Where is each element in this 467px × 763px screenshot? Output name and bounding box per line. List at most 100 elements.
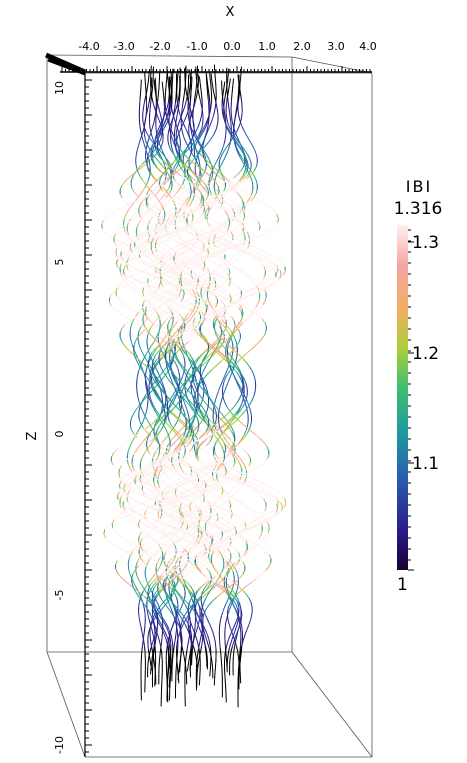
field-line-segment bbox=[182, 453, 186, 459]
field-line-segment bbox=[236, 382, 240, 388]
field-line-segment bbox=[228, 268, 231, 274]
field-line-segment bbox=[189, 592, 192, 598]
field-line-segment bbox=[224, 207, 230, 213]
field-line-segment bbox=[177, 288, 187, 294]
field-line-segment bbox=[220, 466, 227, 472]
field-line-segment bbox=[141, 187, 146, 193]
field-line-segment bbox=[255, 188, 258, 194]
field-line-segment bbox=[211, 340, 217, 346]
field-line-segment bbox=[126, 222, 129, 228]
field-line-segment bbox=[206, 532, 217, 538]
field-line-segment bbox=[162, 126, 166, 132]
field-line-segment bbox=[167, 79, 169, 85]
field-line-segment bbox=[238, 289, 249, 295]
field-line-segment bbox=[179, 327, 184, 333]
field-line-segment bbox=[195, 600, 199, 606]
field-line-segment bbox=[184, 462, 194, 468]
field-line-segment bbox=[186, 296, 192, 302]
field-line-segment bbox=[202, 203, 205, 209]
field-line-segment bbox=[209, 525, 215, 531]
field-line-segment bbox=[191, 417, 195, 423]
field-line-segment bbox=[208, 272, 214, 278]
field-line-segment bbox=[238, 154, 242, 160]
field-line-segment bbox=[170, 457, 180, 463]
field-line-segment bbox=[198, 468, 208, 474]
field-line-segment bbox=[235, 548, 240, 554]
field-line-segment bbox=[179, 335, 187, 341]
field-line-segment bbox=[200, 211, 205, 217]
field-line-segment bbox=[183, 489, 192, 495]
field-line-segment bbox=[177, 536, 184, 542]
field-line-segment bbox=[152, 581, 157, 587]
field-line-segment bbox=[233, 432, 236, 438]
field-line-segment bbox=[175, 354, 179, 360]
field-line-segment bbox=[157, 483, 161, 489]
field-line-segment bbox=[179, 473, 186, 479]
field-line-segment bbox=[214, 246, 218, 252]
field-line-segment bbox=[166, 530, 173, 536]
field-line-segment bbox=[271, 273, 277, 279]
field-line-segment bbox=[164, 624, 168, 630]
field-line-segment bbox=[194, 93, 196, 99]
field-line-segment bbox=[194, 356, 200, 362]
field-line-segment bbox=[227, 312, 233, 318]
field-line-segment bbox=[191, 592, 196, 598]
field-line-segment bbox=[238, 438, 243, 444]
field-line-segment bbox=[262, 274, 266, 280]
field-line-segment bbox=[199, 364, 202, 370]
field-line-segment bbox=[161, 406, 163, 412]
field-line-segment bbox=[131, 429, 135, 435]
field-line-segment bbox=[224, 120, 227, 126]
field-line-segment bbox=[158, 412, 163, 418]
field-line-segment bbox=[127, 348, 133, 354]
field-line-segment bbox=[227, 128, 230, 134]
field-line-segment bbox=[255, 180, 258, 186]
field-line-segment bbox=[253, 256, 263, 262]
field-line-segment bbox=[198, 524, 200, 530]
field-line-segment bbox=[203, 543, 207, 549]
field-line-segment bbox=[196, 124, 200, 130]
field-line-segment bbox=[253, 192, 257, 198]
field-line-segment bbox=[194, 591, 198, 597]
field-line-segment bbox=[180, 376, 183, 382]
field-line-segment bbox=[140, 325, 150, 331]
field-line-segment bbox=[116, 263, 119, 269]
field-line-segment bbox=[191, 443, 195, 449]
field-line-segment bbox=[222, 244, 235, 250]
field-line-segment bbox=[189, 142, 195, 148]
field-line-segment bbox=[237, 195, 243, 201]
field-line-segment bbox=[207, 248, 209, 254]
field-line-segment bbox=[209, 162, 215, 168]
field-line-segment bbox=[155, 138, 159, 144]
field-line-segment bbox=[216, 156, 220, 162]
field-line-segment bbox=[202, 384, 206, 390]
field-line-segment bbox=[243, 232, 246, 238]
field-line-segment bbox=[158, 589, 163, 595]
field-line-segment bbox=[193, 646, 196, 652]
field-line-segment bbox=[210, 558, 213, 564]
field-line-segment bbox=[217, 349, 224, 355]
field-line-segment bbox=[205, 164, 207, 170]
field-line-segment bbox=[114, 309, 121, 315]
field-line-segment bbox=[207, 222, 211, 228]
field-line-segment bbox=[199, 637, 202, 643]
field-line-segment bbox=[194, 650, 197, 656]
field-line-segment bbox=[225, 328, 230, 334]
field-line-segment bbox=[219, 320, 224, 326]
field-line-segment bbox=[128, 571, 132, 577]
field-line-segment bbox=[180, 389, 185, 395]
field-line-segment bbox=[157, 471, 161, 477]
field-line-segment bbox=[148, 295, 154, 301]
field-line-segment bbox=[206, 295, 209, 301]
field-line-segment bbox=[155, 577, 160, 583]
field-line-segment bbox=[203, 270, 213, 276]
field-line-segment bbox=[155, 629, 158, 635]
field-line-segment bbox=[193, 102, 196, 108]
field-line-segment bbox=[229, 586, 234, 592]
field-line-segment bbox=[203, 149, 207, 155]
field-line-segment bbox=[174, 376, 178, 382]
field-line-segment bbox=[142, 395, 146, 401]
field-line-segment bbox=[196, 90, 199, 96]
field-line-segment bbox=[178, 619, 181, 625]
field-line-segment bbox=[245, 274, 251, 280]
